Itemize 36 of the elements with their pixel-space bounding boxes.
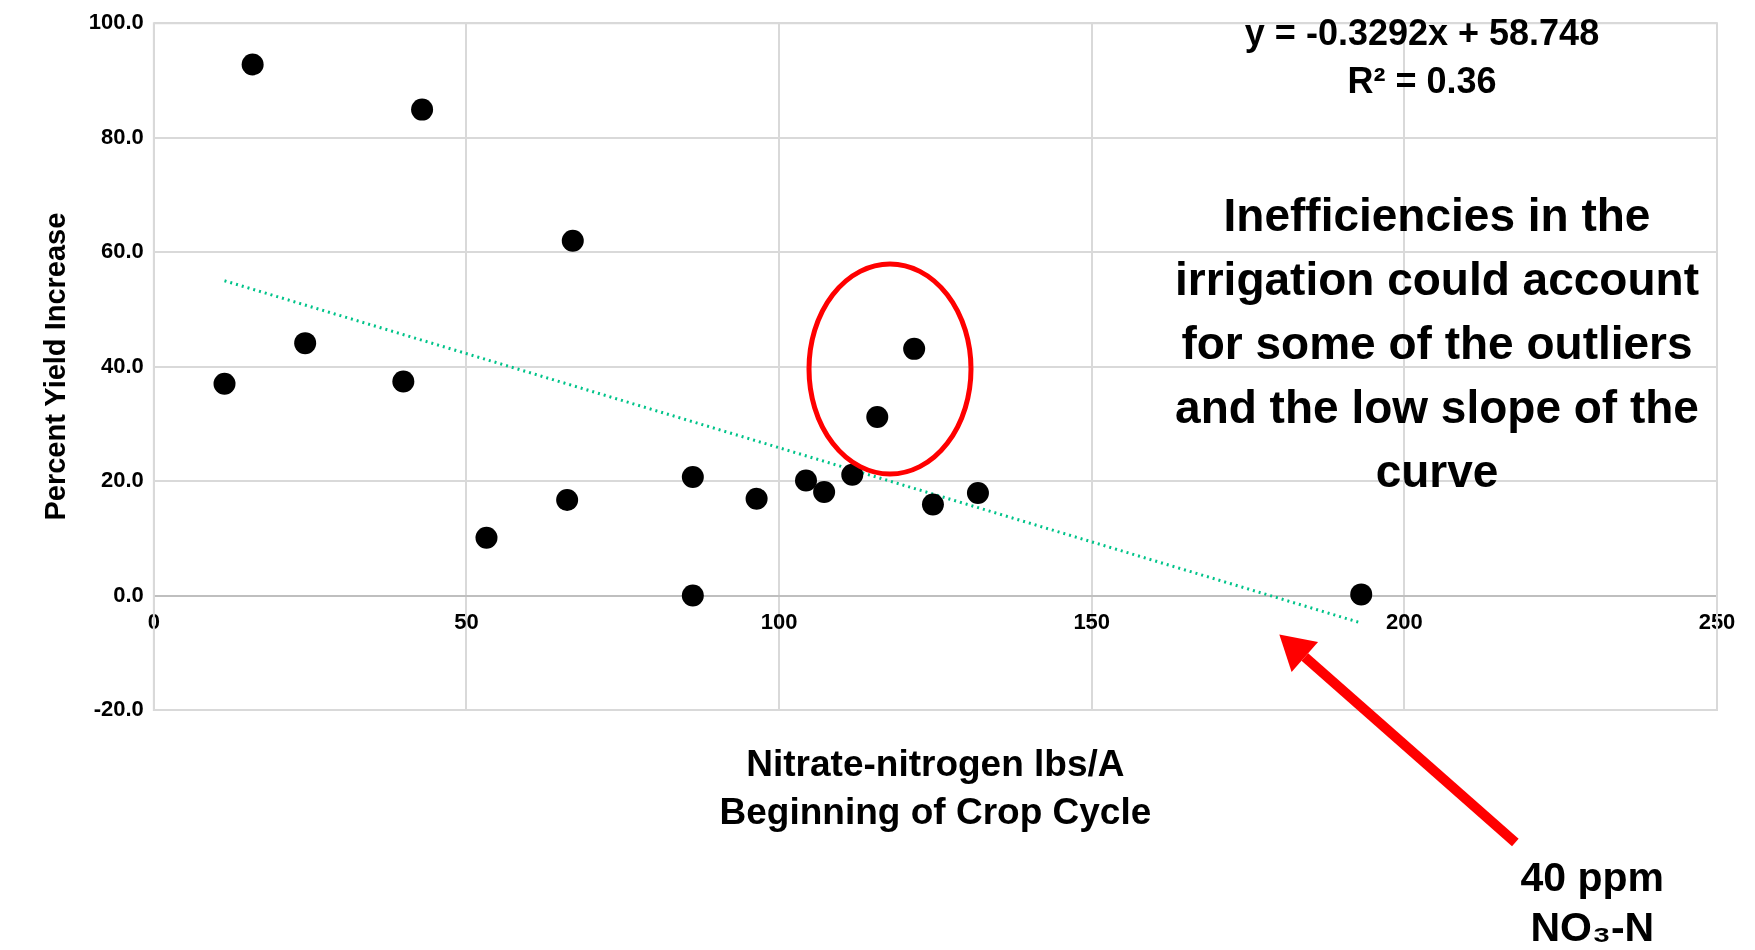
y-axis-title: Percent Yield Increase: [39, 212, 72, 521]
point: [392, 370, 415, 393]
point: [561, 229, 584, 252]
y-tick-label: 60.0: [101, 238, 144, 264]
x-tick-label: 150: [1073, 608, 1111, 634]
point: [745, 487, 768, 510]
point: [1350, 583, 1373, 606]
y-tick-label: -20.0: [93, 696, 144, 722]
y-tick-label: 0.0: [113, 581, 144, 607]
point: [921, 493, 944, 516]
point: [681, 466, 704, 489]
point: [475, 526, 498, 549]
x-tick-label: 200: [1386, 608, 1423, 634]
y-tick-label: 80.0: [101, 123, 144, 149]
x-tick-label: 50: [454, 608, 479, 634]
point: [681, 584, 704, 607]
x-axis-title: Nitrate-nitrogen lbs/A Beginning of Crop Cycle: [718, 742, 1153, 834]
point: [841, 463, 864, 486]
y-tick-label: 100.0: [88, 9, 144, 35]
point: [213, 372, 236, 395]
text: 40 ppm NO₃-N: [1519, 853, 1666, 950]
point: [966, 482, 989, 505]
x-tick-label: 100: [760, 608, 798, 634]
y-tick-label: 20.0: [101, 467, 144, 493]
y-tick-label: 40.0: [101, 352, 144, 378]
point: [411, 98, 434, 121]
point: [903, 337, 926, 360]
x-tick-label: 250: [1698, 608, 1736, 634]
point: [866, 405, 889, 428]
annotation: Inefficiencies in the irrigation could account for some of the outliers and the low slope of the curve: [1174, 188, 1700, 500]
point: [813, 480, 836, 503]
point: [241, 53, 264, 76]
point: [795, 469, 817, 492]
annotation: y = -0.3292x + 58.748 R² = 0.36: [1243, 11, 1601, 104]
point: [294, 332, 317, 355]
point: [556, 488, 579, 511]
